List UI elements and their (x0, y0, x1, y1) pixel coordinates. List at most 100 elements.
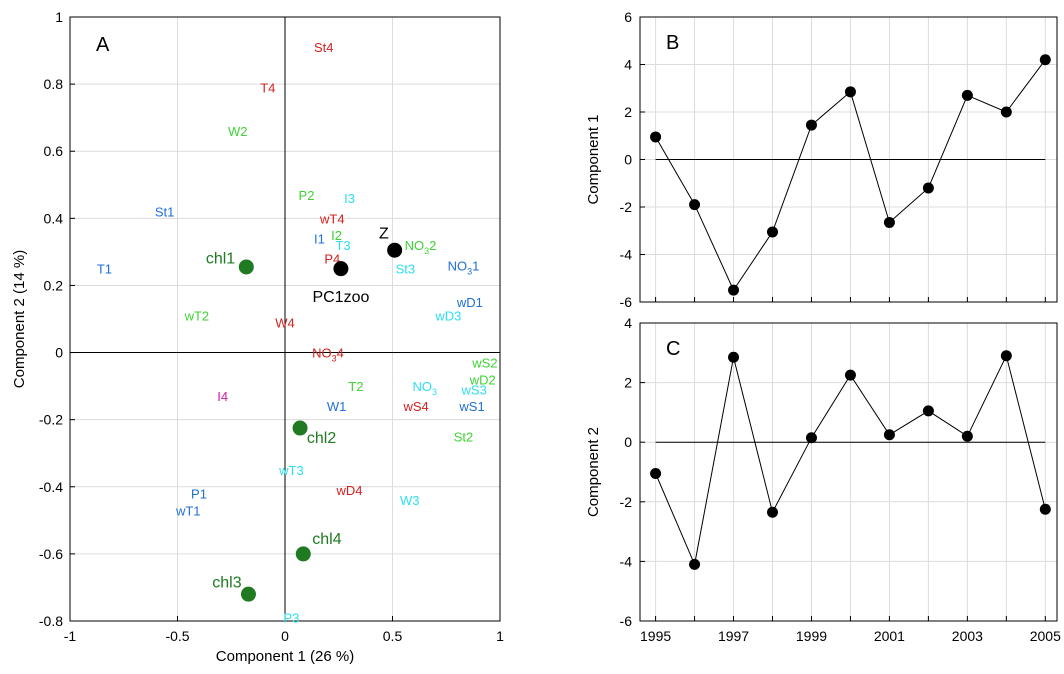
variable-label-main: NO (448, 258, 468, 273)
panel-a-y-tick-label: 0.8 (44, 76, 64, 92)
panel-c-letter: C (666, 338, 680, 360)
panel-c-y-tick-label: -2 (620, 494, 633, 510)
variable-label-subscript: 3 (424, 246, 429, 256)
panel-a-variable-label: St4 (314, 40, 334, 55)
panel-a-point-chl3 (240, 586, 256, 602)
panel-a-variable-label: T1 (97, 262, 112, 277)
panel-b-y-tick-label: -2 (620, 199, 633, 215)
panel-a-variable-label: P3 (283, 611, 299, 626)
panel-c-point (767, 506, 779, 518)
panel-c-point (883, 429, 895, 441)
panel-a-variable-label: P1 (191, 486, 207, 501)
panel-b-letter: B (666, 32, 679, 54)
panel-c-point (650, 467, 662, 479)
panel-a-variable-label: wD2 (469, 372, 496, 387)
panel-a-variable-label: I4 (217, 389, 228, 404)
panel-a-variable-label: T2 (348, 379, 363, 394)
variable-label-subscript: 3 (467, 266, 472, 276)
panel-a-x-tick-label: 1 (496, 628, 504, 644)
panel-b-y-tick-label: 4 (624, 57, 632, 73)
panel-a-point-pc1zoo (333, 261, 349, 277)
panel-c-x-tick-label: 1995 (640, 628, 671, 644)
panel-a-ticks: -1 -0.5 0 0.5 1 1 0.8 0.6 0.4 0.2 0 -0.2 -0.4 -0.6 -0.… (39, 9, 504, 644)
panel-a-variable-label: wT1 (175, 503, 201, 518)
panel-a-variable-label: wS1 (458, 399, 484, 414)
panel-b-point (844, 86, 856, 98)
panel-a-y-tick-label: -0.4 (39, 479, 63, 495)
panel-c-point (844, 369, 856, 381)
panel-c-y-tick-label: -4 (620, 553, 633, 569)
panel-c-x-tick-label: 2003 (952, 628, 983, 644)
panel-a-point-label: chl4 (312, 531, 341, 548)
panel-a-scatter: -1 -0.5 0 0.5 1 1 0.8 0.6 0.4 0.2 0 -0.2 -0.4 -0.6 -0.… (11, 9, 504, 665)
panel-a-x-tick-label: 0.5 (383, 628, 403, 644)
panel-c-x-tick-label: 2005 (1030, 628, 1061, 644)
panel-c-point (1039, 503, 1051, 515)
panel-b-point (728, 284, 740, 296)
panel-a-variable-label: W1 (327, 399, 347, 414)
panel-b-y-tick-label: -6 (620, 294, 633, 310)
panel-a-x-tick-label: -0.5 (165, 628, 189, 644)
panel-a-x-axis-label: Component 1 (26 %) (216, 648, 354, 665)
panel-a-y-tick-label: 0.2 (44, 277, 64, 293)
panel-c-frame (639, 322, 1058, 622)
panel-b-line: 6 4 2 0 -2 -4 -6 B Component 1 (585, 9, 1058, 310)
panel-c-point (922, 405, 934, 417)
panel-a-point-label: chl3 (212, 574, 241, 591)
panel-a-variable-label: St2 (454, 429, 474, 444)
panel-a-variable-label: P2 (299, 188, 315, 203)
variable-label-subscript: 3 (332, 354, 337, 364)
panel-a-variable-label: wT3 (278, 463, 304, 478)
panel-c-x-tick-label: 1997 (718, 628, 749, 644)
panel-a-points: chl1 chl2 chl4 chl3 Z PC1zoo (206, 225, 403, 602)
variable-label-main: NO (412, 379, 432, 394)
panel-a-point-chl1 (238, 259, 254, 275)
panel-b-point (1000, 106, 1012, 118)
panel-a-zero-lines (70, 17, 500, 621)
panel-b-point (961, 89, 973, 101)
variable-label-main: NO (405, 238, 425, 253)
panel-c-y-tick-label: -6 (620, 613, 633, 629)
panel-b-point (805, 119, 817, 131)
panel-b-point (1039, 54, 1051, 66)
variable-label-suffix: 4 (337, 346, 344, 361)
panel-c-y-tick-label: 4 (624, 315, 632, 331)
panel-a-letter: A (96, 34, 110, 56)
panel-b-y-tick-label: 6 (624, 9, 632, 25)
panel-c-point (728, 351, 740, 363)
panel-a-variable-label: St1 (155, 205, 175, 220)
panel-a-variable-label: NO3 (412, 379, 437, 397)
panel-b-y-tick-label: 0 (624, 152, 632, 168)
panel-b-series (650, 54, 1051, 296)
panel-b-point (767, 226, 779, 238)
panel-b-ticks: 6 4 2 0 -2 -4 -6 (620, 9, 1046, 310)
panel-c-y-axis-label: Component 2 (585, 427, 602, 517)
panel-c-point (805, 432, 817, 444)
variable-label-suffix: 2 (429, 238, 436, 253)
panel-c-point (1000, 350, 1012, 362)
panel-a-y-tick-label: 0 (55, 345, 63, 361)
panel-a-variable-label: I2 (331, 228, 342, 243)
panel-c-ticks: 4 2 0 -2 -4 -6 1995 1997 1999 2001 2003 2005 (620, 315, 1062, 644)
panel-a-variable-label: T3 (335, 238, 350, 253)
panel-a-point-label: chl1 (206, 251, 235, 268)
panel-a-variable-label: wD4 (335, 483, 362, 498)
panel-a-variable-label: NO32 (405, 238, 437, 256)
panel-c-x-tick-label: 2001 (874, 628, 905, 644)
panel-a-x-tick-label: 0 (281, 628, 289, 644)
panel-a-point-chl4 (295, 546, 311, 562)
panel-a-y-tick-label: 0.4 (44, 210, 64, 226)
panel-a-y-tick-label: -0.8 (39, 613, 63, 629)
panel-c-point (961, 430, 973, 442)
panel-a-variable-label: NO31 (448, 258, 480, 276)
panel-b-y-tick-label: -4 (620, 247, 633, 263)
panel-a-y-tick-label: 1 (55, 9, 63, 25)
panel-b-point (922, 182, 934, 194)
panel-a-y-tick-label: 0.6 (44, 143, 64, 159)
panel-a-point-label: PC1zoo (312, 289, 369, 306)
panel-c-x-tick-label: 1999 (796, 628, 827, 644)
panel-c-y-tick-label: 0 (624, 434, 632, 450)
panel-c-line: 4 2 0 -2 -4 -6 1995 1997 1999 2001 2003 2005 C Comp… (585, 315, 1061, 644)
panel-b-y-tick-label: 2 (624, 104, 632, 120)
